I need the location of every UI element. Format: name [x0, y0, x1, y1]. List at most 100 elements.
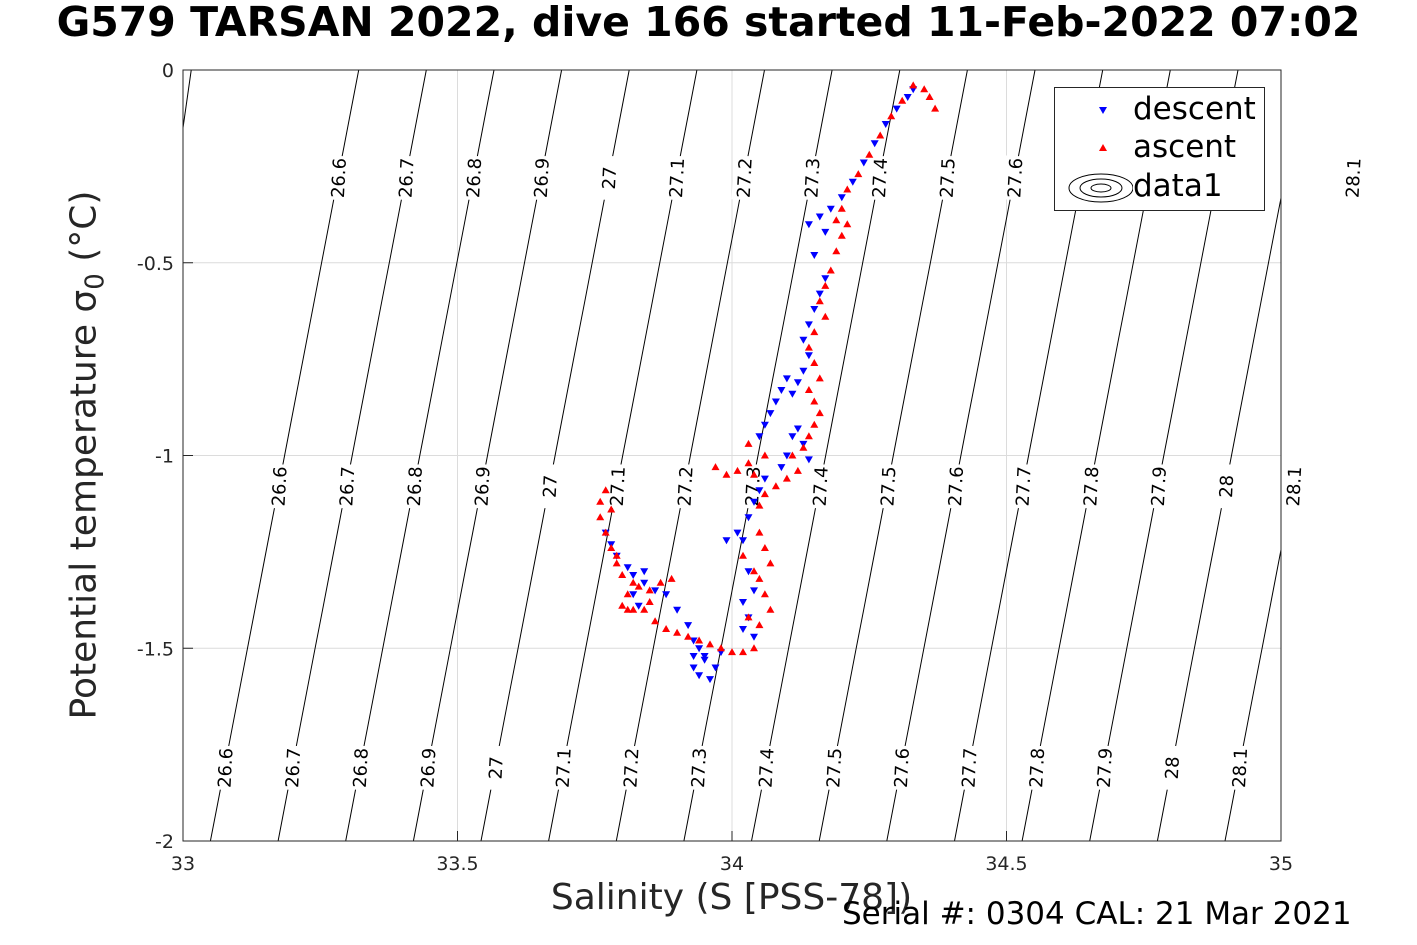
contour-label: 27.7 — [1010, 463, 1036, 509]
y-tick-label: 0 — [162, 60, 174, 82]
contour-icon — [1068, 173, 1133, 203]
contour-label: 28.1 — [1226, 745, 1252, 791]
ascent-point — [832, 216, 841, 224]
ascent-point — [656, 578, 665, 586]
ascent-point — [673, 628, 682, 636]
contour-label-bg — [739, 463, 765, 509]
descent-point — [815, 213, 824, 221]
contour-label-text: 26.6 — [214, 747, 237, 788]
ascent-point — [755, 574, 764, 582]
contour-label-text: 27.4 — [810, 466, 833, 507]
legend: descent ascent data1 — [1054, 87, 1265, 211]
ascent-point — [832, 247, 841, 255]
descent-point — [848, 178, 857, 186]
ascent-point — [667, 574, 676, 582]
ascent-point — [744, 439, 753, 447]
ascent-point — [766, 559, 775, 567]
contour-label-bg — [942, 463, 968, 509]
contour-label-text: 27 — [599, 166, 621, 190]
y-tick-label: -0.5 — [137, 253, 174, 275]
descent-point — [799, 336, 808, 344]
ascent-point — [771, 482, 780, 490]
contour-label-text: 27.1 — [553, 747, 576, 788]
serial-calibration-text: Serial #: 0304 CAL: 21 Mar 2021 — [842, 896, 1352, 932]
ascent-point — [925, 93, 934, 100]
contour-label: 27.8 — [1078, 463, 1103, 509]
contour-label: 27.4 — [753, 745, 779, 791]
contour-label-text: 26.8 — [350, 747, 373, 788]
contour-label: 26.7 — [393, 155, 419, 201]
descent-point — [695, 672, 704, 680]
ascent-point — [821, 312, 830, 320]
descent-point — [804, 352, 813, 360]
descent-point — [766, 410, 775, 418]
descent-point — [640, 579, 649, 587]
ascent-point — [755, 501, 764, 509]
descent-point — [750, 498, 758, 506]
contour-label: 27.1 — [604, 463, 630, 509]
contour-label: 28 — [1213, 463, 1238, 509]
legend-label-ascent: ascent — [1133, 129, 1237, 165]
ascent-point — [887, 112, 896, 120]
contour-label: 27.2 — [672, 463, 698, 509]
descent-point — [903, 94, 912, 101]
contour-label: 27.2 — [618, 745, 643, 791]
ascent-point — [695, 636, 704, 644]
contour-label-bg — [875, 463, 900, 509]
contour-label-bg — [807, 463, 832, 509]
ascent-point — [645, 598, 654, 605]
contour-label: 27.6 — [942, 463, 968, 509]
chart-title: G579 TARSAN 2022, dive 166 started 11-Fe… — [56, 0, 1361, 46]
descent-point — [706, 676, 714, 684]
contour-label-text: 27.4 — [756, 747, 779, 788]
descent-point — [689, 664, 698, 672]
ascent-point — [760, 451, 769, 459]
ascent-point — [821, 281, 830, 289]
descent-point — [750, 633, 758, 641]
contour-label-text: 27.2 — [734, 157, 757, 198]
ascent-point — [618, 601, 627, 609]
descent-point — [700, 656, 709, 664]
ascent-point — [810, 359, 819, 366]
x-tick-label: 34.5 — [985, 853, 1027, 875]
contour-label-text: 27.9 — [1094, 747, 1117, 788]
descent-point — [760, 475, 769, 483]
descent-point — [722, 537, 731, 545]
contour-label-bg — [1226, 745, 1252, 791]
contour-label: 26.8 — [347, 745, 373, 791]
contour-label: 27.3 — [739, 463, 765, 509]
ascent-point — [815, 297, 824, 305]
ascent-point — [750, 644, 758, 652]
contour-label: 27.2 — [731, 155, 757, 201]
descent-point — [695, 645, 704, 653]
contour-label: 27 — [482, 745, 508, 791]
contour-label-bg — [325, 155, 351, 201]
contour-label: 27.3 — [685, 745, 711, 791]
legend-item-ascent: ascent — [1055, 128, 1264, 166]
contour-label-bg — [821, 745, 846, 791]
ascent-point — [760, 590, 769, 598]
contour-label-bg — [334, 463, 359, 509]
contour-label-text: 26.9 — [417, 747, 440, 788]
descent-point — [662, 591, 671, 599]
descent-point — [711, 664, 720, 672]
contour-label: 27.6 — [888, 745, 914, 791]
contour-label-bg — [1078, 463, 1103, 509]
contour-label: 27 — [596, 155, 621, 201]
descent-point — [788, 433, 797, 441]
contour-label-text: 26.8 — [463, 157, 486, 198]
contour-label-bg — [866, 155, 892, 201]
descent-point — [815, 290, 824, 298]
contour-label-text: 27.2 — [620, 747, 643, 788]
contour-label-text: 27.6 — [945, 466, 968, 507]
contour-label-text: 26.6 — [269, 466, 292, 507]
contour-label-text: 26.9 — [531, 157, 554, 198]
contour-label-bg — [1024, 745, 1049, 791]
descent-point — [755, 433, 764, 441]
ascent-point — [898, 96, 907, 104]
contour-label-text: 27.5 — [877, 466, 900, 507]
ascent-point — [854, 170, 863, 178]
contour-label-bg — [956, 745, 981, 791]
ascent-point — [843, 220, 852, 228]
